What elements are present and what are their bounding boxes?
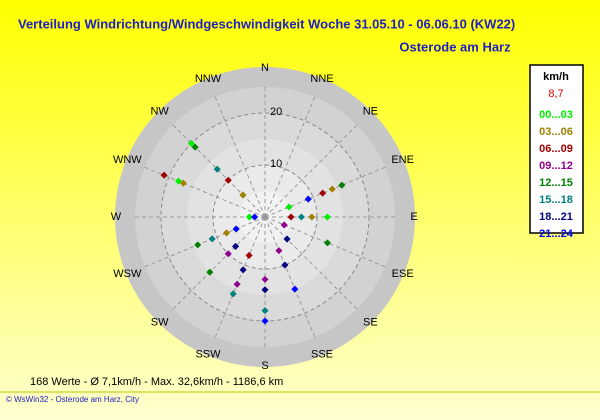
- point: [213, 165, 221, 173]
- direction-label: SSW: [195, 349, 221, 361]
- direction-label: ENE: [391, 154, 414, 166]
- point: [323, 239, 331, 247]
- direction-label: E: [410, 211, 417, 223]
- point: [287, 213, 295, 221]
- direction-label: WNW: [113, 154, 142, 166]
- legend-label: 15...18: [539, 194, 573, 206]
- point: [319, 189, 327, 197]
- legend-current: 8,7: [548, 88, 563, 100]
- spoke: [264, 216, 316, 338]
- point: [297, 213, 305, 221]
- direction-label: W: [111, 211, 122, 223]
- r-tick-label: 10: [270, 158, 282, 170]
- spoke: [264, 96, 316, 218]
- point: [285, 203, 293, 211]
- point: [251, 213, 259, 221]
- legend-label: 09...12: [539, 160, 573, 172]
- spoke: [172, 216, 266, 310]
- point: [245, 213, 253, 221]
- point: [233, 280, 241, 288]
- point: [261, 286, 269, 294]
- point: [261, 317, 269, 325]
- point: [232, 242, 240, 250]
- point: [283, 235, 291, 243]
- point: [160, 171, 168, 179]
- direction-label: SW: [151, 316, 169, 328]
- direction-label: NW: [150, 106, 169, 118]
- legend-title: km/h: [543, 71, 569, 83]
- legend-label: 03...06: [539, 126, 573, 138]
- point: [323, 213, 331, 221]
- direction-label: SE: [363, 316, 378, 328]
- point: [223, 229, 231, 237]
- spoke: [264, 216, 358, 310]
- spoke: [214, 96, 266, 218]
- point: [239, 266, 247, 274]
- point: [304, 195, 312, 203]
- point: [194, 241, 202, 249]
- direction-label: NNW: [195, 73, 222, 85]
- grid-circle: [212, 164, 318, 270]
- point: [208, 235, 216, 243]
- direction-label: SSE: [311, 349, 333, 361]
- footer: © WsWin32 - Osterode am Harz, City: [6, 395, 139, 404]
- point: [261, 307, 269, 315]
- point: [338, 181, 346, 189]
- spoke: [214, 216, 266, 338]
- point: [224, 250, 232, 258]
- chart-title: Verteilung Windrichtung/Windgeschwindigk…: [18, 16, 515, 31]
- legend-label: 21...24: [539, 228, 574, 240]
- point: [261, 275, 269, 283]
- point: [308, 213, 316, 221]
- point: [245, 251, 253, 259]
- point: [229, 290, 237, 298]
- point: [239, 191, 247, 199]
- point: [191, 143, 199, 151]
- legend-label: 06...09: [539, 143, 573, 155]
- spoke: [172, 124, 266, 218]
- direction-label: NE: [363, 106, 378, 118]
- stats: 168 Werte - Ø 7,1km/h - Max. 32,6km/h - …: [30, 376, 283, 388]
- point: [280, 221, 288, 229]
- legend-box: [529, 64, 584, 234]
- point: [328, 185, 336, 193]
- point: [275, 247, 283, 255]
- direction-label: N: [261, 62, 269, 74]
- direction-label: S: [261, 360, 268, 372]
- direction-label: ESE: [392, 268, 414, 280]
- point: [206, 268, 214, 276]
- point: [281, 261, 289, 269]
- point: [224, 176, 232, 184]
- point: [187, 139, 195, 147]
- direction-label: NNE: [310, 73, 333, 85]
- legend-label: 12...15: [539, 177, 573, 189]
- legend-label: 18...21: [539, 211, 573, 223]
- chart-subtitle: Osterode am Harz: [399, 39, 511, 54]
- legend-label: 00...03: [539, 109, 573, 121]
- r-tick-label: 20: [270, 106, 282, 118]
- point: [179, 179, 187, 187]
- spoke: [144, 216, 266, 268]
- spoke: [264, 124, 358, 218]
- point: [232, 225, 240, 233]
- direction-label: WSW: [113, 268, 142, 280]
- point: [291, 285, 299, 293]
